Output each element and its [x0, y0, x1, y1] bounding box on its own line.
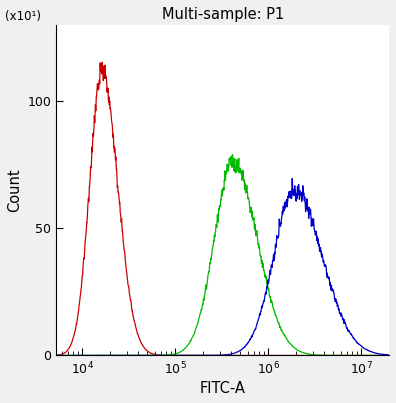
Title: Multi-sample: P1: Multi-sample: P1	[162, 7, 284, 22]
Y-axis label: Count: Count	[7, 168, 22, 212]
X-axis label: FITC-A: FITC-A	[200, 381, 246, 396]
Text: (x10¹): (x10¹)	[5, 10, 41, 23]
